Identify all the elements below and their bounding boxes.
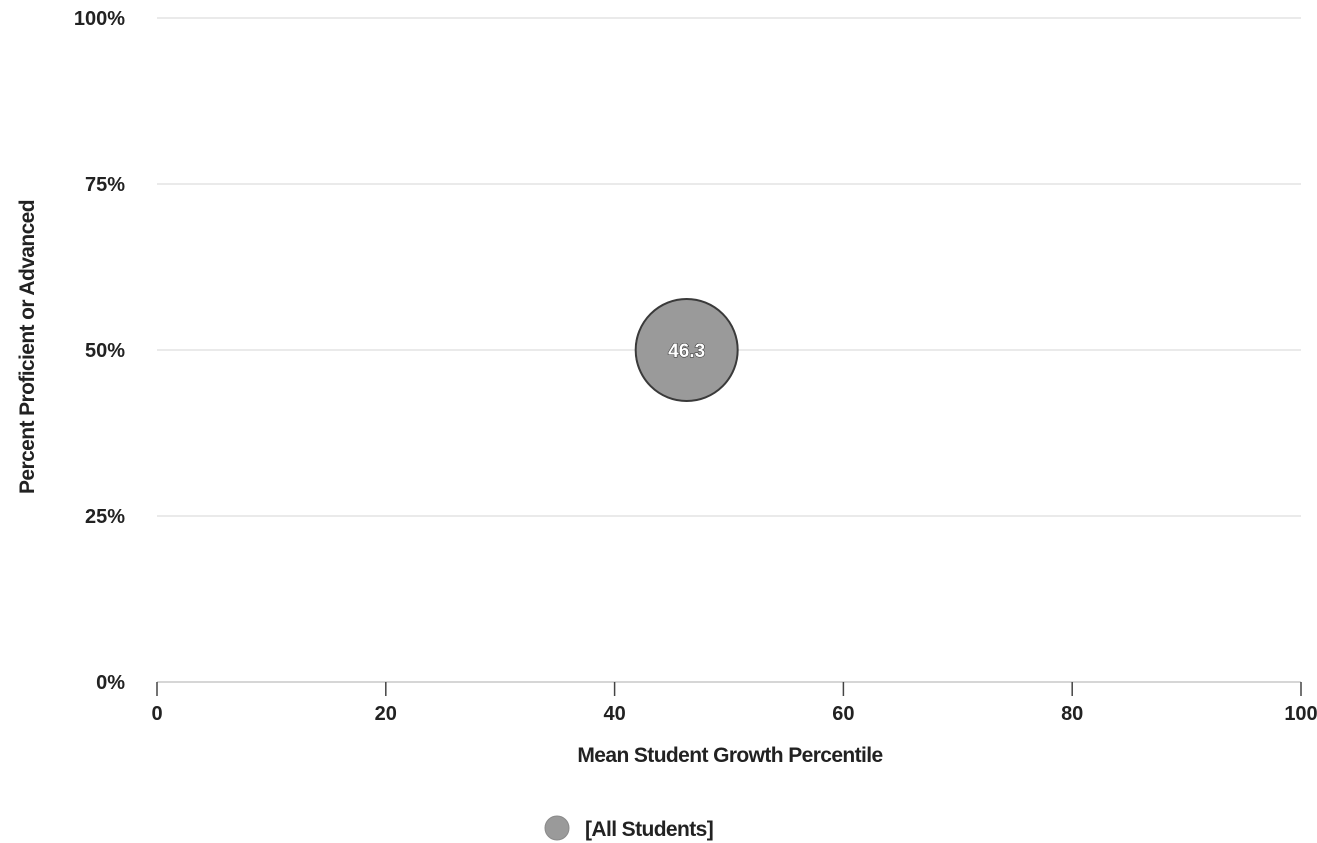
y-tick-label: 0% (96, 672, 125, 694)
y-tick-labels: 0% 25% 50% 75% 100% (74, 8, 125, 694)
data-point-bubble[interactable] (634, 298, 739, 402)
data-point-label: 46.3 (668, 341, 705, 362)
x-tick-label: 40 (603, 703, 625, 725)
legend-label: [All Students] (585, 818, 713, 841)
y-tick-label: 75% (85, 174, 125, 196)
x-axis-title: Mean Student Growth Percentile (577, 744, 882, 767)
y-tick-label: 50% (85, 340, 125, 362)
y-axis-title: Percent Proficient or Advanced (16, 200, 39, 494)
grid-lines (157, 17, 1301, 517)
x-tick-label: 0 (151, 703, 162, 725)
y-tick-label: 100% (74, 8, 125, 30)
x-tick-labels: 0 20 40 60 80 100 (151, 703, 1317, 725)
legend[interactable]: [All Students] (544, 815, 714, 841)
x-tick-label: 100 (1284, 703, 1317, 725)
axes (156, 681, 1302, 696)
data-points: 46.3 (634, 298, 739, 402)
y-tick-label: 25% (85, 506, 125, 528)
legend-marker (544, 815, 570, 841)
x-tick-label: 20 (375, 703, 397, 725)
x-tick-label: 60 (832, 703, 854, 725)
x-tick-label: 80 (1061, 703, 1083, 725)
